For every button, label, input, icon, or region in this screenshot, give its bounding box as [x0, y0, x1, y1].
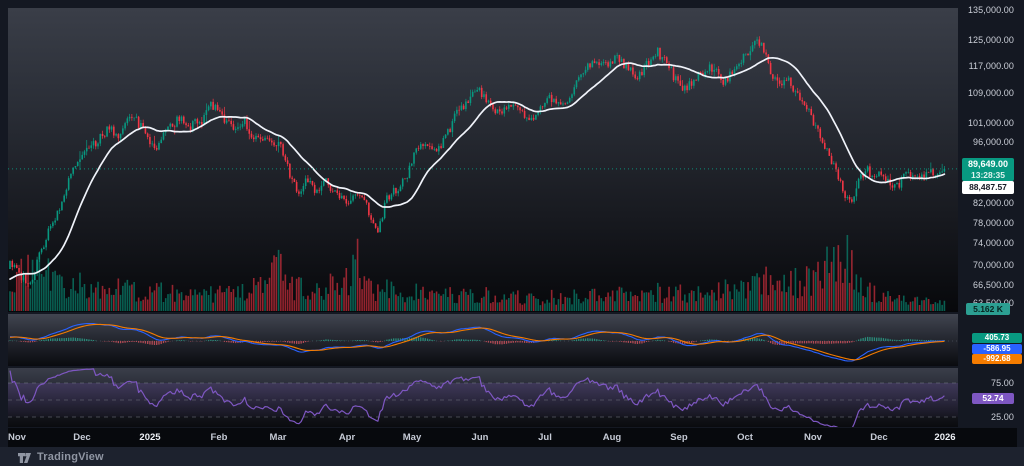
price-axis-label: 96,000.00 — [973, 137, 1014, 148]
time-axis-month-label: Apr — [338, 432, 356, 443]
tradingview-brand-text[interactable]: TradingView — [37, 450, 104, 463]
time-axis-year-label: 2025 — [139, 432, 161, 443]
volume-value-badge: 5.162 K — [966, 303, 1010, 315]
time-axis-month-label: May — [402, 432, 422, 443]
price-axis-label: 109,000.00 — [967, 88, 1014, 98]
price-axis-label: 66,500.00 — [973, 279, 1014, 290]
time-axis-month-label: Nov — [8, 432, 26, 443]
time-axis[interactable]: Nov Dec 2025 Feb Mar Apr May Jun Jul Aug Sep Oct Nov… — [8, 428, 1017, 447]
rsi-panel[interactable] — [8, 368, 958, 427]
rsi-value-badge: 52.74 — [972, 393, 1014, 404]
time-axis-month-label: Jul — [538, 432, 552, 443]
last-price-badge: 89,649.00 13:28:35 — [962, 158, 1014, 181]
ma-value-badge: 88,487.57 — [962, 181, 1014, 194]
last-price-value: 89,649.00 — [967, 159, 1009, 169]
macd-line-badge: -586.95 — [972, 343, 1022, 354]
rsi-axis-label: 75.00 — [990, 378, 1014, 388]
price-axis-label: 135,000.00 — [967, 5, 1014, 15]
footer-bar: TradingView — [0, 447, 1024, 466]
rsi-axis-label: 25.00 — [990, 412, 1014, 422]
price-axis-label: 82,000.00 — [973, 198, 1014, 209]
tradingview-logo-icon[interactable] — [18, 450, 31, 463]
price-axis-label: 63,500.00 — [973, 298, 1014, 308]
time-axis-month-label: Oct — [737, 432, 753, 443]
time-axis-month-label: Nov — [804, 432, 822, 443]
macd-histogram-badge: 405.73 — [972, 333, 1022, 343]
price-axis-label: 78,000.00 — [973, 217, 1014, 228]
price-axis[interactable]: 135,000.00 125,000.00 117,000.00 109,000.00… — [958, 0, 1024, 428]
price-axis-label: 70,000.00 — [973, 259, 1014, 270]
macd-panel[interactable] — [8, 314, 958, 366]
time-axis-month-label: Aug — [602, 432, 622, 443]
time-axis-month-label: Dec — [870, 432, 888, 443]
price-axis-label: 117,000.00 — [968, 60, 1014, 71]
price-panel[interactable] — [8, 8, 958, 312]
time-axis-month-label: Mar — [269, 432, 287, 443]
time-axis-month-label: Jun — [471, 432, 489, 443]
bar-countdown: 13:28:35 — [970, 170, 1006, 180]
price-axis-label: 74,000.00 — [973, 238, 1014, 249]
time-axis-month-label: Dec — [73, 432, 91, 443]
price-axis-label: 125,000.00 — [967, 34, 1014, 45]
time-axis-month-label: Sep — [670, 432, 688, 443]
time-axis-month-label: Feb — [210, 432, 228, 443]
price-axis-label: 101,000.00 — [967, 117, 1014, 128]
time-axis-year-label: 2026 — [934, 432, 956, 443]
macd-signal-badge: -992.68 — [972, 354, 1022, 364]
